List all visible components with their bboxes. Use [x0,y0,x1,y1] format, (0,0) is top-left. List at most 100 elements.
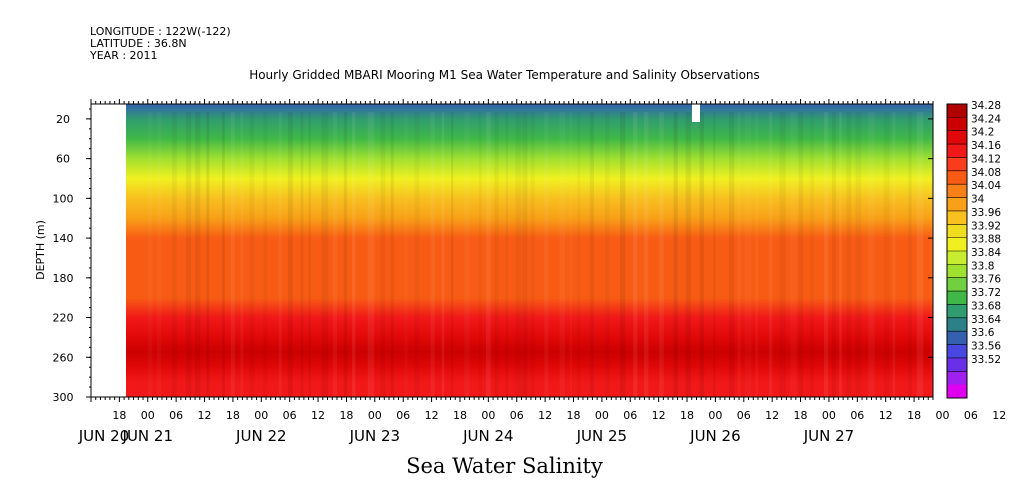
x-date-label: JUN 20 [78,427,129,445]
x-hour-label: 00 [141,409,155,422]
x-hour-label: 06 [737,409,751,422]
x-hour-label: 06 [396,409,410,422]
x-hour-label: 00 [822,409,836,422]
year-label: YEAR : 2011 [90,49,158,62]
colorbar-swatch [947,304,967,319]
colorbar-swatch [947,184,967,199]
variability-stripe [745,112,752,397]
colorbar-swatch [947,157,967,172]
variability-stripe [892,112,896,397]
longitude-label: LONGITUDE : 122W(-122) [90,25,231,38]
x-hour-label: 12 [425,409,439,422]
x-date-label: JUN 26 [689,427,740,445]
variability-stripe [263,112,267,397]
x-hour-label: 18 [680,409,694,422]
colorbar-swatch [947,251,967,265]
x-date-label: JUN 22 [235,427,286,445]
variability-stripes [148,112,924,397]
colorbar-swatch [947,371,967,386]
x-hour-label: 12 [198,409,212,422]
colorbar-label: 33.84 [971,247,1001,259]
x-hour-label: 00 [935,409,949,422]
variability-stripe [737,112,741,397]
y-tick-label: 260 [53,351,74,364]
variability-stripe [287,112,293,397]
variability-stripe [494,112,499,397]
colorbar-label: 33.92 [971,220,1001,232]
chart-title: Hourly Gridded MBARI Mooring M1 Sea Wate… [249,68,760,82]
x-hour-label: 00 [481,409,495,422]
variability-stripe [332,112,337,397]
variability-stripe [430,112,435,397]
colorbar: 34.2834.2434.234.1634.1234.0834.043433.9… [946,100,1001,399]
x-date-label: JUN 25 [576,427,627,445]
variability-stripe [779,112,786,397]
x-hour-label: 06 [623,409,637,422]
variability-stripe [620,112,626,397]
x-hour-label: 12 [311,409,325,422]
variability-stripe [729,112,735,397]
x-hour-label: 18 [907,409,921,422]
variability-stripe [908,112,912,397]
x-hour-label: 06 [510,409,524,422]
variability-stripe [185,112,192,397]
variability-stripe [577,112,580,397]
x-hour-label: 00 [708,409,722,422]
variability-stripe [798,112,804,397]
colorbar-label: 33.8 [971,260,994,272]
colorbar-swatch [947,264,967,279]
x-hour-label: 18 [112,409,126,422]
colorbar-swatch [947,331,967,346]
y-axis: 20 60 100 140 180 220 260 300 [53,108,933,404]
variability-stripe [768,112,773,397]
variability-stripe [250,112,255,397]
missing-data-gap [692,104,700,122]
variability-stripe [589,112,594,397]
colorbar-label: 34.2 [971,127,994,139]
variability-stripe [206,112,210,397]
colorbar-swatch [947,384,967,399]
colorbar-swatch [947,117,967,132]
variability-stripe [790,112,797,397]
colorbar-label: 34.16 [971,140,1001,152]
x-hour-label: 18 [794,409,808,422]
y-tick-label: 60 [56,153,70,166]
colorbar-label: 34 [971,194,985,206]
y-axis-label: DEPTH (m) [34,220,47,280]
x-date-label: JUN 21 [122,427,173,445]
colorbar-label: 33.56 [971,341,1001,353]
x-hour-label: 12 [992,409,1006,422]
variability-stripe [230,112,235,397]
variability-stripe [441,112,445,397]
colorbar-swatch [947,357,967,372]
variability-stripe [222,112,225,397]
colorbar-swatch [947,144,967,158]
x-hour-label: 18 [566,409,580,422]
variability-stripe [300,112,304,397]
variability-stripe [699,112,705,397]
variability-stripe [148,112,153,397]
variability-stripe [824,112,829,397]
colorbar-swatch [947,237,967,252]
x-hour-label: 12 [652,409,666,422]
variability-stripe [278,112,282,397]
variability-stripe [713,112,716,397]
y-tick-label: 140 [53,232,74,245]
variability-stripe [530,112,534,397]
variability-stripe [846,112,852,397]
colorbar-label: 33.96 [971,207,1001,219]
x-hour-label: 06 [964,409,978,422]
colorbar-label: 34.08 [971,167,1001,179]
colorbar-label: 33.88 [971,234,1001,246]
x-date-label: JUN 24 [462,427,513,445]
variability-stripe [464,112,470,397]
colorbar-swatch [947,344,967,359]
colorbar-swatch [947,170,967,185]
variability-stripe [415,112,420,397]
variability-stripe [343,112,348,397]
x-date-label: JUN 23 [349,427,400,445]
x-date-label: JUN 27 [803,427,854,445]
x-hour-label: 18 [453,409,467,422]
colorbar-label: 34.28 [971,100,1001,112]
colorbar-label: 34.24 [971,113,1001,125]
